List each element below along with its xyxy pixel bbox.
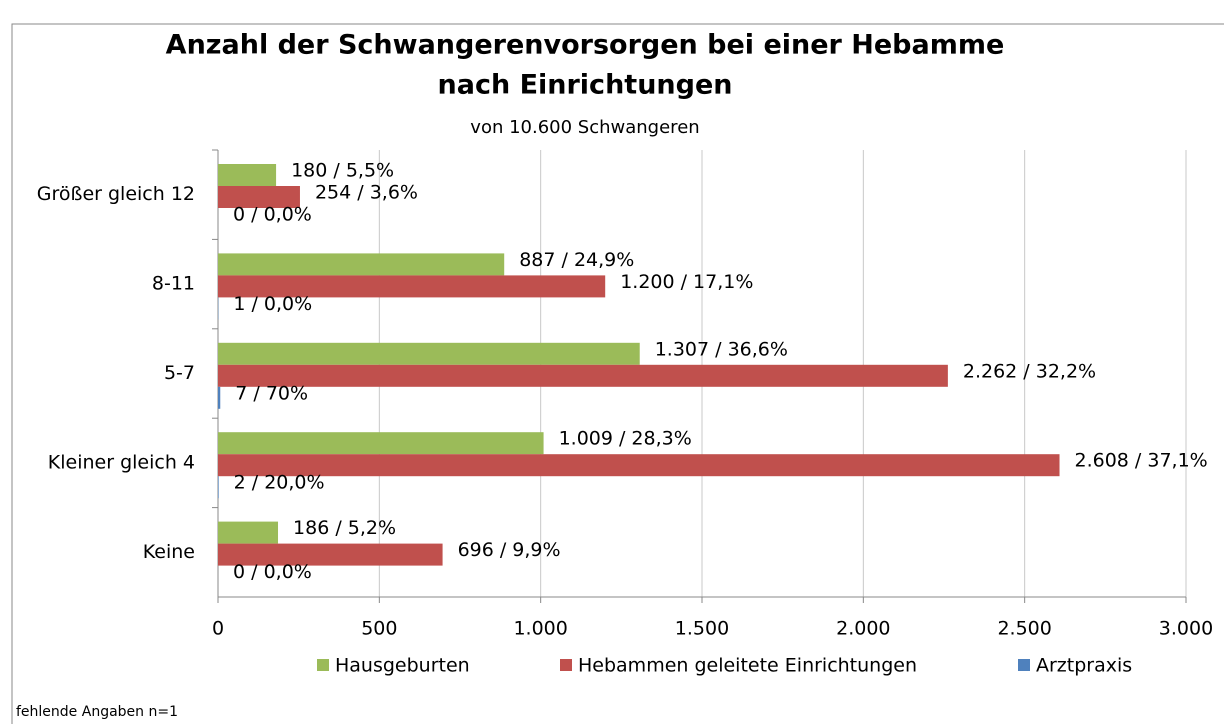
legend-label: Arztpraxis bbox=[1036, 655, 1132, 677]
data-label: 2.608 / 37,1% bbox=[1075, 450, 1208, 472]
data-label: 2 / 20,0% bbox=[234, 472, 325, 494]
y-tick-label: 5-7 bbox=[164, 362, 195, 384]
bar bbox=[218, 386, 221, 409]
legend-swatch bbox=[1018, 659, 1030, 671]
footnote: fehlende Angaben n=1 bbox=[16, 704, 178, 720]
chart-subtitle: von 10.600 Schwangeren bbox=[470, 117, 699, 138]
data-label: 2.262 / 32,2% bbox=[963, 360, 1096, 382]
data-label: 1 / 0,0% bbox=[233, 293, 312, 315]
x-tick-label: 0 bbox=[212, 618, 224, 640]
data-label: 180 / 5,5% bbox=[291, 160, 394, 182]
data-label: 0 / 0,0% bbox=[233, 561, 312, 583]
data-label: 186 / 5,2% bbox=[293, 517, 396, 539]
legend-swatch bbox=[317, 659, 329, 671]
x-tick-label: 2.500 bbox=[997, 618, 1051, 640]
bar bbox=[218, 521, 279, 544]
bar bbox=[218, 186, 300, 208]
data-label: 7 / 70% bbox=[235, 382, 308, 404]
data-label: 696 / 9,9% bbox=[458, 539, 561, 561]
data-label: 887 / 24,9% bbox=[519, 249, 634, 271]
data-label: 0 / 0,0% bbox=[233, 204, 312, 226]
x-tick-label: 1.500 bbox=[675, 618, 729, 640]
y-tick-label: 8-11 bbox=[152, 273, 195, 295]
legend-label: Hebammen geleitete Einrichtungen bbox=[578, 655, 917, 677]
chart-title: nach Einrichtungen bbox=[438, 70, 733, 101]
bar bbox=[218, 454, 1060, 477]
chart-title: Anzahl der Schwangerenvorsorgen bei eine… bbox=[166, 30, 1005, 61]
data-label: 1.200 / 17,1% bbox=[620, 271, 753, 293]
bar bbox=[218, 342, 640, 365]
legend-label: Hausgeburten bbox=[335, 655, 470, 677]
bar bbox=[218, 275, 606, 298]
y-tick-label: Größer gleich 12 bbox=[37, 183, 195, 205]
data-label: 1.307 / 36,6% bbox=[655, 338, 788, 360]
bar bbox=[218, 253, 505, 276]
y-tick-label: Keine bbox=[143, 541, 195, 563]
bar bbox=[218, 432, 544, 455]
bar bbox=[218, 364, 948, 387]
x-tick-label: 2.000 bbox=[836, 618, 890, 640]
legend-swatch bbox=[560, 659, 572, 671]
bar bbox=[218, 543, 443, 566]
bar bbox=[218, 476, 219, 499]
y-tick-label: Kleiner gleich 4 bbox=[48, 451, 195, 473]
x-tick-label: 500 bbox=[361, 618, 397, 640]
bar bbox=[218, 164, 277, 186]
data-label: 254 / 3,6% bbox=[315, 182, 418, 204]
x-tick-label: 1.000 bbox=[513, 618, 567, 640]
data-label: 1.009 / 28,3% bbox=[559, 428, 692, 450]
x-tick-label: 3.000 bbox=[1159, 618, 1213, 640]
